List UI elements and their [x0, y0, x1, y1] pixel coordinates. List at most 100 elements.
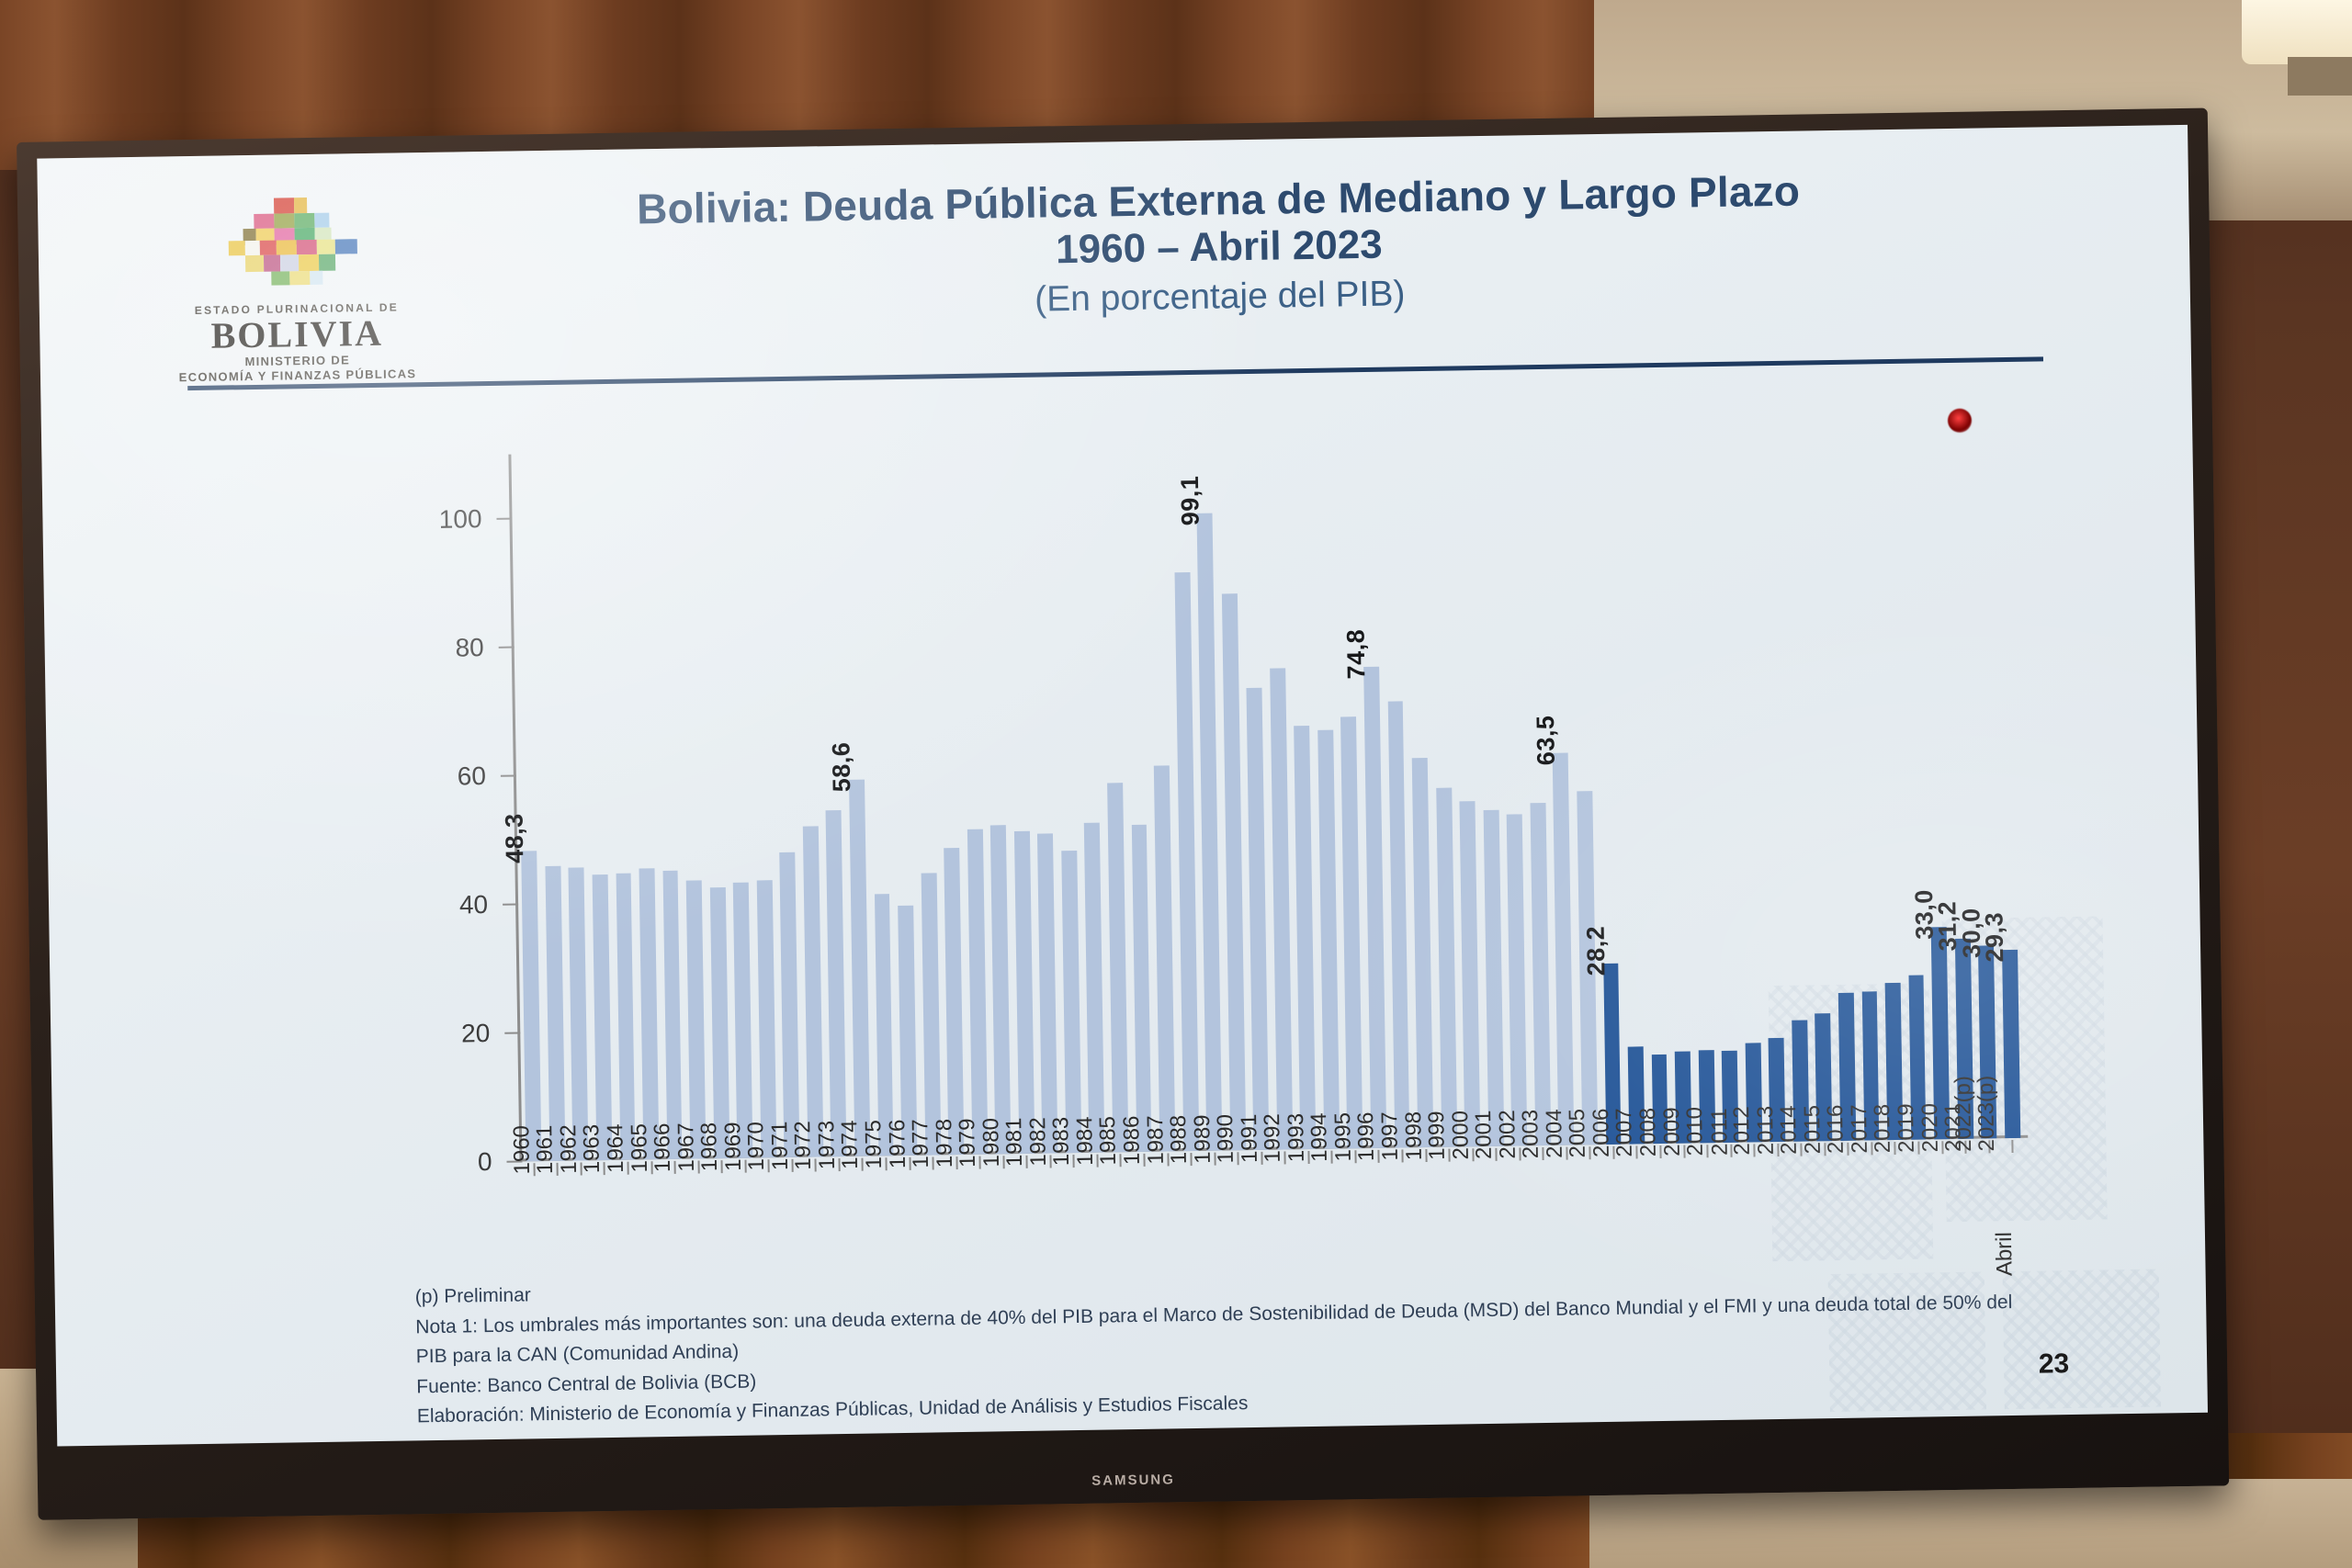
bar — [1153, 765, 1176, 1152]
x-axis-tick-label: 1981 — [1001, 1117, 1028, 1168]
x-axis-tick-label: 1963 — [579, 1123, 605, 1174]
bar-value-label: 58,6 — [827, 741, 856, 793]
tv-bezel: ESTADO PLURINACIONAL DE BOLIVIA MINISTER… — [17, 107, 2230, 1520]
bar — [1483, 809, 1504, 1146]
bar-value-label: 28,2 — [1581, 925, 1611, 976]
bar — [1530, 802, 1552, 1146]
bar-value-label: 29,3 — [1980, 911, 2009, 963]
bar — [1294, 726, 1317, 1150]
bar — [990, 825, 1012, 1155]
television-display: ESTADO PLURINACIONAL DE BOLIVIA MINISTER… — [17, 107, 2230, 1520]
x-axis-tick-label: 2008 — [1635, 1107, 1661, 1157]
bolivia-patujuu-logo-icon — [228, 197, 357, 286]
title-divider — [187, 356, 2044, 391]
slide-footnotes: (p) Preliminar Nota 1: Los umbrales más i… — [415, 1258, 2034, 1432]
bar — [616, 873, 636, 1160]
x-axis-tick-label: 2018 — [1870, 1103, 1896, 1154]
x-axis-tick-label: 1987 — [1142, 1115, 1169, 1165]
x-axis-tick-label: 1967 — [673, 1122, 699, 1172]
bar — [802, 825, 824, 1157]
y-axis-tick-mark — [500, 774, 516, 777]
slide-page-number: 23 — [2038, 1348, 2070, 1380]
y-axis-tick-mark — [496, 517, 513, 520]
bar — [545, 866, 566, 1162]
bar — [1107, 783, 1129, 1153]
bar — [2001, 949, 2020, 1139]
bar — [733, 882, 753, 1158]
x-axis-tick-label: 1974 — [837, 1120, 864, 1170]
bar — [1387, 700, 1410, 1148]
x-axis-tick-label: 1998 — [1400, 1111, 1427, 1161]
x-axis-tick-label: 2010 — [1682, 1106, 1708, 1156]
beige-wall-lower-right — [1589, 1479, 2352, 1568]
bar-value-label: 99,1 — [1175, 475, 1204, 526]
bar — [1084, 822, 1105, 1153]
y-axis-tick-label: 40 — [458, 890, 489, 919]
x-axis-tick-label: 1985 — [1095, 1115, 1122, 1166]
x-axis-tick-label: 1977 — [908, 1119, 934, 1168]
bar — [568, 867, 589, 1161]
bar — [1411, 757, 1434, 1148]
bar — [944, 848, 965, 1156]
y-axis-tick-label: 100 — [438, 504, 482, 534]
bar — [779, 852, 800, 1158]
x-axis-tick-label: 1999 — [1424, 1111, 1450, 1161]
y-axis-tick-mark — [504, 1032, 521, 1034]
x-axis-tick-label: 1976 — [884, 1119, 910, 1169]
x-axis-tick-label: 1978 — [931, 1118, 957, 1168]
bar — [521, 851, 542, 1162]
ministry-logo: ESTADO PLURINACIONAL DE BOLIVIA MINISTER… — [175, 194, 417, 386]
x-axis-tick-label: 1965 — [626, 1122, 652, 1173]
x-axis-tick-label: 1961 — [532, 1124, 559, 1175]
bar — [1061, 850, 1082, 1154]
x-axis-tick-label: 1988 — [1166, 1114, 1193, 1165]
x-axis-tick-label: 1972 — [790, 1121, 817, 1170]
bar — [967, 829, 989, 1155]
bar — [921, 873, 941, 1156]
x-axis-tick-label: 2020 — [1917, 1102, 1943, 1153]
bar — [898, 906, 918, 1156]
bar — [1459, 801, 1481, 1147]
x-axis-tick-label: 1964 — [603, 1123, 628, 1174]
bar — [1270, 668, 1294, 1150]
y-axis-tick-label: 20 — [460, 1019, 491, 1048]
bar — [709, 886, 730, 1159]
x-axis-tick-label: 1975 — [861, 1119, 887, 1169]
bar — [1435, 787, 1457, 1147]
tv-screen: ESTADO PLURINACIONAL DE BOLIVIA MINISTER… — [37, 124, 2209, 1447]
x-axis-tick-label: 1979 — [955, 1118, 981, 1168]
x-axis-tick-label: 1966 — [650, 1122, 676, 1173]
bar — [1507, 814, 1528, 1146]
x-axis-tick-label: 2007 — [1611, 1108, 1638, 1157]
x-axis-tick-label: 2023(p) — [1973, 1075, 2000, 1152]
x-axis-tick-label: 1968 — [696, 1122, 723, 1172]
x-axis-tick-label: 2012 — [1729, 1106, 1756, 1156]
x-axis-tick-label: 1992 — [1260, 1113, 1286, 1163]
x-axis-tick-label: 2009 — [1658, 1107, 1685, 1157]
x-axis-tick-label: 1996 — [1353, 1111, 1380, 1162]
bar — [849, 779, 871, 1156]
bar — [1553, 752, 1575, 1145]
bar-value-label: 63,5 — [1531, 715, 1560, 766]
bar-value-label: 74,8 — [1341, 629, 1371, 681]
x-axis-tick-label: 2014 — [1776, 1105, 1803, 1156]
bar — [685, 880, 707, 1159]
x-axis-tick-label: 1983 — [1048, 1116, 1075, 1167]
bar — [639, 868, 660, 1160]
x-axis-tick-label: 2016 — [1823, 1104, 1849, 1155]
bar-series: 48,3 1960 1961 1962 1963 1964 1965 1966 1967 1968… — [500, 431, 2024, 1276]
bar — [1340, 716, 1363, 1149]
y-axis-tick-mark — [503, 903, 519, 906]
bar — [1317, 729, 1340, 1149]
y-axis-tick-label: 80 — [455, 633, 484, 662]
tv-brand-logo: SAMSUNG — [1091, 1472, 1175, 1489]
bar — [756, 879, 777, 1158]
bar — [874, 894, 894, 1156]
bar — [1013, 831, 1035, 1154]
bar-chart: 0 20 40 60 80 100 48,3 1960 1961 1962 1963 1964 196… — [400, 431, 2030, 1276]
bar — [662, 871, 683, 1160]
bar — [1037, 833, 1058, 1154]
x-axis-tick-label: 2005 — [1565, 1108, 1591, 1158]
ceiling-light-housing — [2288, 57, 2352, 96]
logo-country-text: BOLIVIA — [210, 311, 384, 356]
